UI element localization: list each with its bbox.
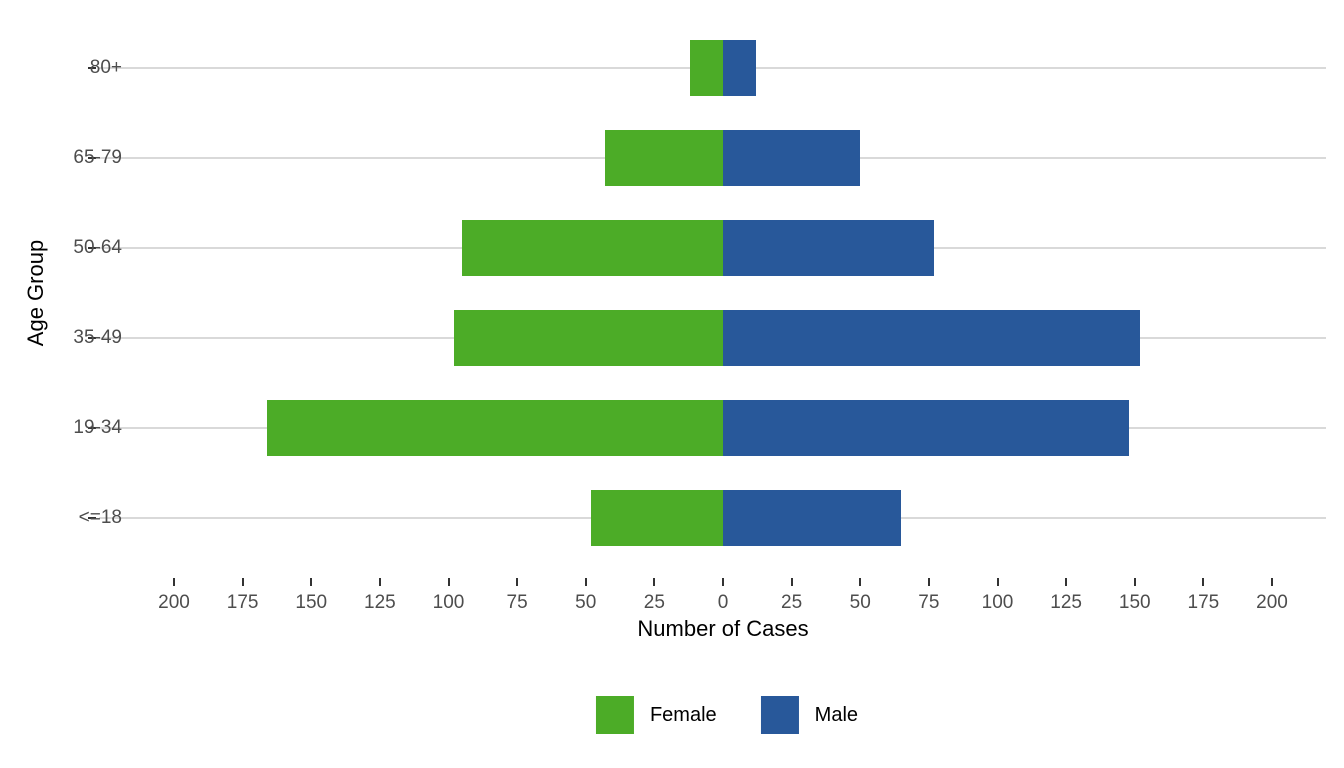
x-tick-label-50-R: 50: [849, 592, 871, 613]
bar-male-65-79: [723, 130, 861, 186]
x-tick-label-125-L: 125: [364, 592, 396, 613]
y-tick-19-34: [88, 427, 96, 429]
y-tick-50-64: [88, 247, 96, 249]
x-tick-label-150-L: 150: [295, 592, 328, 613]
bar-female-50-64: [462, 220, 723, 276]
y-tick-65-79: [88, 157, 96, 159]
x-tick-0-R: [722, 578, 724, 586]
x-tick-125-R: [1065, 578, 1068, 586]
x-tick-label-100-R: 100: [981, 592, 1014, 613]
x-tick-100-L: [447, 578, 450, 586]
legend-label-female: Female: [649, 703, 717, 726]
x-tick-200-L: [173, 578, 175, 586]
x-tick-100-R: [996, 578, 999, 586]
legend-entry-female: Female: [595, 696, 717, 734]
y-tick-35-49: [88, 337, 96, 339]
bar-female-65-79: [604, 130, 723, 186]
legend: Female Male: [595, 696, 859, 734]
y-tick-label-<=18: <=18: [78, 507, 122, 528]
bar-male-80+: [723, 40, 756, 96]
x-tick-label-0-R: 0: [717, 592, 729, 613]
y-tick-label-50-64: 50-64: [73, 237, 122, 258]
x-tick-label-25-R: 25: [781, 592, 803, 613]
x-tick-25-L: [653, 578, 656, 586]
x-tick-200-R: [1271, 578, 1273, 586]
x-tick-50-R: [859, 578, 862, 586]
y-tick-80+: [88, 67, 96, 69]
x-tick-50-L: [584, 578, 587, 586]
x-axis-title: Number of Cases: [637, 616, 809, 641]
x-tick-label-125-R: 125: [1050, 592, 1082, 613]
x-tick-label-100-L: 100: [432, 592, 465, 613]
y-tick-label-65-79: 65-79: [73, 147, 122, 168]
legend-entry-male: Male: [760, 696, 859, 734]
bar-female-19-34: [267, 400, 723, 456]
y-tick-label-19-34: 19-34: [73, 417, 122, 438]
x-tick-label-150-R: 150: [1118, 592, 1151, 613]
y-tick-label-80+: 80+: [89, 57, 122, 78]
x-tick-label-25-L: 25: [643, 592, 665, 613]
bar-female-<=18: [591, 490, 723, 546]
x-tick-label-75-R: 75: [918, 592, 940, 613]
y-tick-label-35-49: 35-49: [73, 327, 122, 348]
x-tick-label-175-R: 175: [1187, 592, 1220, 613]
female-color-swatch: [595, 696, 634, 734]
x-tick-175-R: [1202, 578, 1205, 586]
x-tick-25-R: [790, 578, 793, 586]
x-tick-75-L: [516, 578, 519, 586]
x-tick-175-L: [241, 578, 244, 586]
x-tick-label-200-L: 200: [158, 592, 190, 613]
x-tick-label-50-L: 50: [575, 592, 597, 613]
y-axis-title: Age Group: [23, 239, 48, 347]
x-tick-label-200-R: 200: [1256, 592, 1288, 613]
bar-male-35-49: [723, 310, 1141, 366]
y-tick-<=18: [88, 517, 96, 519]
bar-male-<=18: [723, 490, 902, 546]
bar-female-35-49: [453, 310, 723, 366]
x-tick-label-175-L: 175: [226, 592, 259, 613]
bar-male-19-34: [723, 400, 1130, 456]
x-tick-label-75-L: 75: [506, 592, 528, 613]
x-tick-75-R: [927, 578, 930, 586]
bar-female-80+: [690, 40, 723, 96]
legend-label-male: Male: [814, 703, 859, 726]
male-color-swatch: [760, 696, 799, 734]
bar-male-50-64: [723, 220, 935, 276]
x-tick-150-L: [310, 578, 313, 586]
x-tick-150-R: [1133, 578, 1136, 586]
x-tick-125-L: [378, 578, 381, 586]
